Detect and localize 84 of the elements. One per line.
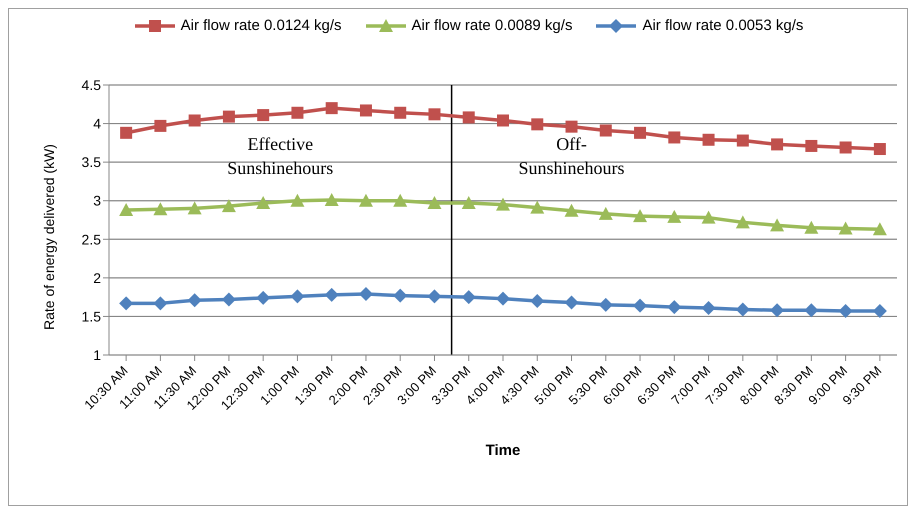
point bbox=[702, 134, 715, 146]
point bbox=[222, 292, 236, 306]
point bbox=[598, 206, 613, 220]
point bbox=[634, 126, 646, 139]
y-tick-label: 4 bbox=[93, 116, 102, 132]
point bbox=[256, 290, 270, 305]
point bbox=[222, 199, 236, 212]
point bbox=[838, 304, 853, 318]
point bbox=[394, 106, 406, 119]
point bbox=[770, 218, 784, 232]
point bbox=[324, 288, 339, 302]
point bbox=[462, 290, 476, 304]
point bbox=[564, 296, 579, 310]
annotation: Effective Sunshinehours bbox=[226, 133, 334, 180]
point bbox=[497, 114, 509, 126]
x-axis-title: Time bbox=[486, 442, 520, 459]
point bbox=[872, 304, 887, 318]
y-tick-label: 1.5 bbox=[82, 308, 102, 324]
point bbox=[393, 288, 408, 303]
point bbox=[153, 296, 168, 310]
point bbox=[462, 111, 475, 124]
point bbox=[427, 196, 442, 210]
y-tick-label: 4.5 bbox=[82, 76, 102, 93]
point bbox=[838, 221, 853, 234]
point bbox=[804, 303, 818, 318]
point bbox=[119, 202, 134, 216]
point bbox=[428, 108, 440, 120]
point bbox=[257, 109, 270, 122]
point bbox=[702, 300, 716, 315]
point bbox=[668, 131, 680, 144]
y-tick-label: 3 bbox=[93, 192, 102, 209]
point bbox=[291, 106, 304, 119]
y-tick-label: 1 bbox=[93, 346, 102, 363]
point bbox=[358, 287, 373, 302]
y-tick-label: 3.5 bbox=[82, 154, 102, 170]
point bbox=[326, 102, 338, 114]
point bbox=[222, 110, 235, 123]
point bbox=[633, 298, 648, 313]
point bbox=[462, 196, 476, 210]
point bbox=[872, 222, 887, 236]
point bbox=[358, 194, 373, 207]
y-axis-title: Rate of energy delivered (kW) bbox=[40, 144, 57, 330]
point bbox=[840, 141, 852, 154]
point bbox=[771, 138, 784, 150]
point bbox=[633, 209, 648, 222]
point bbox=[600, 124, 612, 137]
point bbox=[598, 298, 613, 312]
point bbox=[120, 126, 132, 139]
point bbox=[530, 200, 544, 214]
point bbox=[530, 294, 544, 308]
point bbox=[736, 302, 750, 316]
point bbox=[874, 143, 886, 156]
point bbox=[188, 201, 202, 214]
point bbox=[188, 114, 201, 126]
point bbox=[531, 118, 544, 130]
point bbox=[427, 289, 442, 304]
point bbox=[702, 210, 716, 224]
point bbox=[566, 120, 578, 133]
annotation: Off-Sunshinehours bbox=[518, 133, 626, 180]
point bbox=[667, 300, 682, 314]
legend-label: Air flow rate 0.0089 kg/s bbox=[412, 17, 572, 34]
point bbox=[805, 140, 818, 152]
point bbox=[667, 210, 682, 223]
point bbox=[804, 220, 818, 234]
y-tick-label: 2.5 bbox=[82, 231, 102, 248]
point bbox=[153, 202, 168, 216]
point bbox=[360, 104, 372, 116]
point bbox=[736, 134, 749, 147]
point bbox=[736, 215, 750, 228]
y-tick-label: 2 bbox=[93, 270, 102, 286]
point bbox=[564, 204, 579, 217]
point bbox=[393, 194, 408, 207]
legend-label: Air flow rate 0.0124 kg/s bbox=[180, 17, 342, 34]
point bbox=[290, 194, 304, 207]
point bbox=[154, 120, 166, 132]
point bbox=[119, 296, 134, 310]
point bbox=[496, 292, 510, 306]
legend-label: Air flow rate 0.0053 kg/s bbox=[642, 17, 804, 34]
point bbox=[256, 196, 270, 210]
point bbox=[290, 289, 304, 304]
point bbox=[496, 198, 510, 211]
point bbox=[770, 303, 784, 318]
point bbox=[324, 192, 339, 206]
point bbox=[188, 293, 202, 308]
